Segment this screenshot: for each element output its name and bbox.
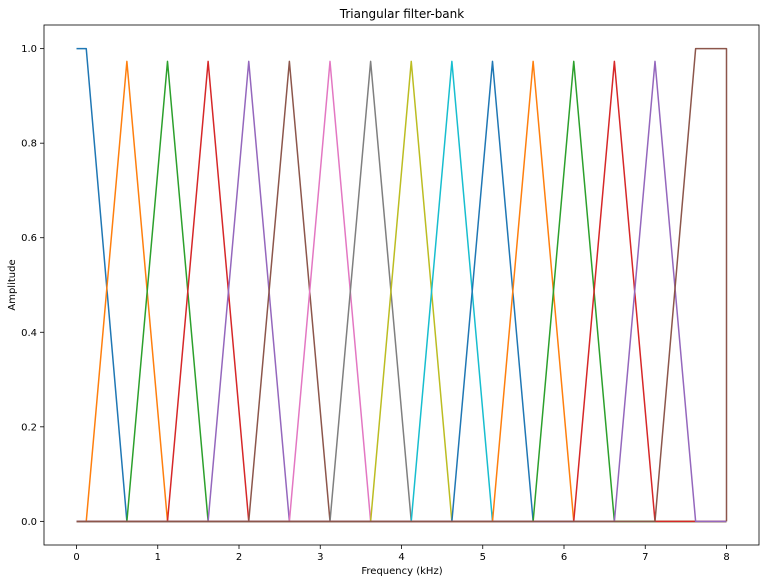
y-axis-ticks: 0.0 0.2 0.4 0.6 0.8 1.0	[21, 44, 44, 528]
x-tick-label: 2	[236, 552, 242, 563]
x-tick-label: 5	[480, 552, 486, 563]
y-tick-label: 0.8	[21, 139, 37, 150]
x-tick-label: 7	[642, 552, 648, 563]
chart-title: Triangular filter-bank	[339, 7, 465, 21]
y-tick-label: 1.0	[21, 44, 37, 55]
x-axis-ticks: 0 1 2 3 4 5 6 7 8	[73, 545, 730, 563]
x-axis-label: Frequency (kHz)	[361, 566, 442, 577]
y-axis-label: Amplitude	[7, 259, 18, 310]
x-tick-label: 3	[317, 552, 323, 563]
x-tick-label: 6	[561, 552, 567, 563]
y-tick-label: 0.0	[21, 517, 37, 528]
y-tick-label: 0.6	[21, 233, 37, 244]
filter-line-16	[76, 47, 728, 523]
series-layer	[76, 47, 728, 523]
x-tick-label: 4	[398, 552, 404, 563]
x-tick-label: 8	[723, 552, 729, 563]
y-tick-label: 0.2	[21, 422, 37, 433]
y-tick-label: 0.4	[21, 328, 37, 339]
x-tick-label: 0	[73, 552, 79, 563]
x-tick-label: 1	[155, 552, 161, 563]
